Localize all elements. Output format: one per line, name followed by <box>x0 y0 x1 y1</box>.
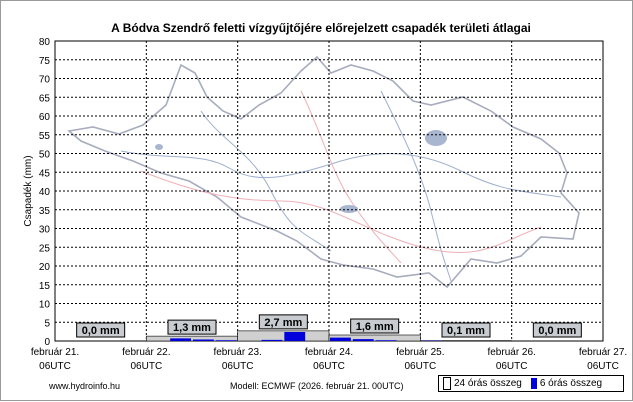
six-hour-bar <box>216 340 237 341</box>
six-hour-bar <box>170 338 191 341</box>
y-tick-label: 10 <box>39 300 51 311</box>
x-tick-label: 06UTC <box>222 361 254 372</box>
y-tick-label: 70 <box>39 75 51 86</box>
legend-swatch-6h <box>531 378 537 389</box>
x-tick-label: február 23. <box>213 347 261 358</box>
daily-total-label: 0,0 mm <box>538 325 576 337</box>
y-tick-label: 45 <box>39 168 51 179</box>
grid-lines <box>55 41 603 341</box>
lake-shape <box>340 205 358 213</box>
x-tick-label: február 21. <box>31 347 79 358</box>
y-tick-label: 5 <box>44 318 50 329</box>
river-line <box>121 151 561 197</box>
website-credit[interactable]: www.hydroinfo.hu <box>49 381 120 391</box>
legend: 24 órás összeg 6 órás összeg <box>438 375 624 392</box>
y-tick-label: 30 <box>39 225 51 236</box>
x-tick-label: 06UTC <box>130 361 162 372</box>
x-tick-label: 06UTC <box>496 361 528 372</box>
x-tick-label: február 24. <box>305 347 353 358</box>
y-tick-label: 65 <box>39 93 51 104</box>
y-tick-label: 25 <box>39 243 51 254</box>
x-tick-label: február 26. <box>487 347 535 358</box>
legend-swatch-24h <box>443 377 451 390</box>
six-hour-bar <box>330 338 351 341</box>
six-hour-bar <box>376 340 397 341</box>
legend-label-24h: 24 órás összeg <box>454 378 522 389</box>
y-tick-label: 50 <box>39 150 51 161</box>
y-tick-label: 80 <box>39 37 51 48</box>
y-tick-label: 75 <box>39 56 51 67</box>
model-info: Modell: ECMWF (2026. február 21. 00UTC) <box>230 381 404 391</box>
daily-total-label: 1,6 mm <box>356 321 394 333</box>
road-line <box>301 91 401 263</box>
x-tick-label: február 22. <box>122 347 170 358</box>
x-tick-label: február 25. <box>396 347 444 358</box>
six-hour-bar <box>353 339 374 341</box>
lake-shape <box>425 130 447 146</box>
six-hour-bar <box>284 332 305 341</box>
lake-shape <box>155 144 163 150</box>
y-tick-label: 35 <box>39 206 51 217</box>
y-tick-label: 60 <box>39 112 51 123</box>
y-axis-label: Csapadék (mm) <box>23 155 34 226</box>
y-tick-label: 15 <box>39 281 51 292</box>
x-tick-label: 06UTC <box>587 361 619 372</box>
chart-title: A Bódva Szendrő feletti vízgyűjtőjére el… <box>111 21 531 35</box>
x-tick-labels: február 21. 06UTC február 22. 06UTC február … <box>31 347 627 372</box>
daily-total-label: 0,0 mm <box>82 325 120 337</box>
daily-total-label: 1,3 mm <box>173 322 211 334</box>
y-tick-label: 55 <box>39 131 51 142</box>
y-tick-label: 40 <box>39 187 51 198</box>
six-hour-bar <box>262 340 283 341</box>
daily-total-bar <box>238 331 329 341</box>
y-tick-label: 20 <box>39 262 51 273</box>
tributary-line <box>201 111 331 251</box>
daily-total-label: 0,1 mm <box>447 325 485 337</box>
x-tick-label: 06UTC <box>404 361 436 372</box>
x-tick-label: február 27. <box>579 347 627 358</box>
x-tick-label: 06UTC <box>313 361 345 372</box>
x-tick-label: 06UTC <box>39 361 71 372</box>
daily-total-label: 2,7 mm <box>264 317 302 329</box>
six-hour-bar <box>193 340 214 342</box>
legend-label-6h: 6 órás összeg <box>540 378 602 389</box>
